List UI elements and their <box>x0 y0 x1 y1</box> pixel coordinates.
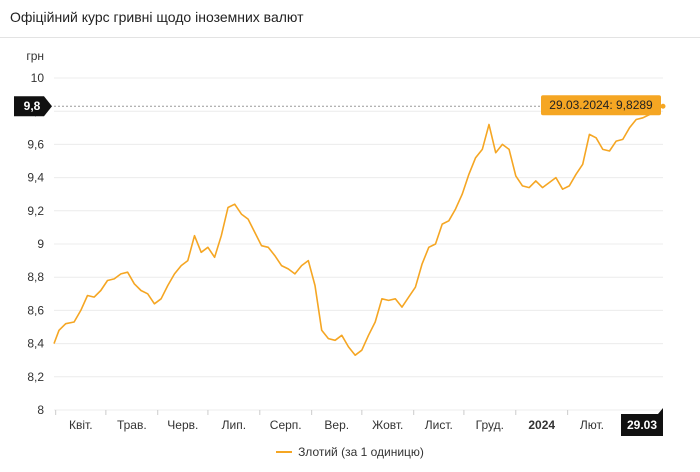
marker-layer: 9,8 29.03 29.03.2024: 9,8289 <box>14 95 666 436</box>
y-tick-label: 8,6 <box>27 303 44 317</box>
current-point <box>661 104 666 109</box>
chart-container: 8 8,2 8,4 8,6 8,8 9 9,2 9,4 9,6 9,8 10 грн Квіт. Трав… <box>0 38 700 467</box>
x-tick-label: Квіт. <box>69 418 93 432</box>
chart-legend[interactable]: Злотий (за 1 одиницю) <box>0 445 700 459</box>
series-layer <box>54 106 663 355</box>
x-tick-label: Жовт. <box>372 418 403 432</box>
x-tick-label: Серп. <box>270 418 302 432</box>
tooltip-label: 29.03.2024: 9,8289 <box>549 98 653 112</box>
page-title: Офіційний курс гривні щодо іноземних вал… <box>10 9 304 25</box>
y-current-marker-label: 9,8 <box>24 99 41 113</box>
line-chart: 8 8,2 8,4 8,6 8,8 9 9,2 9,4 9,6 9,8 10 грн Квіт. Трав… <box>0 38 700 467</box>
series-line <box>54 106 663 355</box>
x-current-marker-label: 29.03 <box>627 418 657 432</box>
legend-swatch <box>276 451 292 453</box>
y-axis-label: грн <box>26 49 44 63</box>
y-tick-label: 9,6 <box>27 137 44 151</box>
x-tick-label: Лип. <box>222 418 246 432</box>
x-tick-label: Лист. <box>425 418 453 432</box>
x-tick-label: Груд. <box>476 418 504 432</box>
x-tick-label: Черв. <box>167 418 198 432</box>
y-tick-label: 9,2 <box>27 204 44 218</box>
x-tick-label: Вер. <box>324 418 349 432</box>
y-tick-label: 9,4 <box>27 171 44 185</box>
y-tick-label: 8,4 <box>27 337 44 351</box>
grid-layer <box>54 78 663 410</box>
legend-series-label: Злотий (за 1 одиницю) <box>298 445 424 459</box>
y-tick-label: 8 <box>37 403 44 417</box>
y-tick-label: 8,8 <box>27 270 44 284</box>
y-tick-label: 10 <box>31 71 45 85</box>
y-tick-label: 9 <box>37 237 44 251</box>
x-tick-label: 2024 <box>528 418 555 432</box>
y-tick-label: 8,2 <box>27 370 44 384</box>
x-tick-label: Лют. <box>580 418 604 432</box>
x-tick-label: Трав. <box>117 418 147 432</box>
